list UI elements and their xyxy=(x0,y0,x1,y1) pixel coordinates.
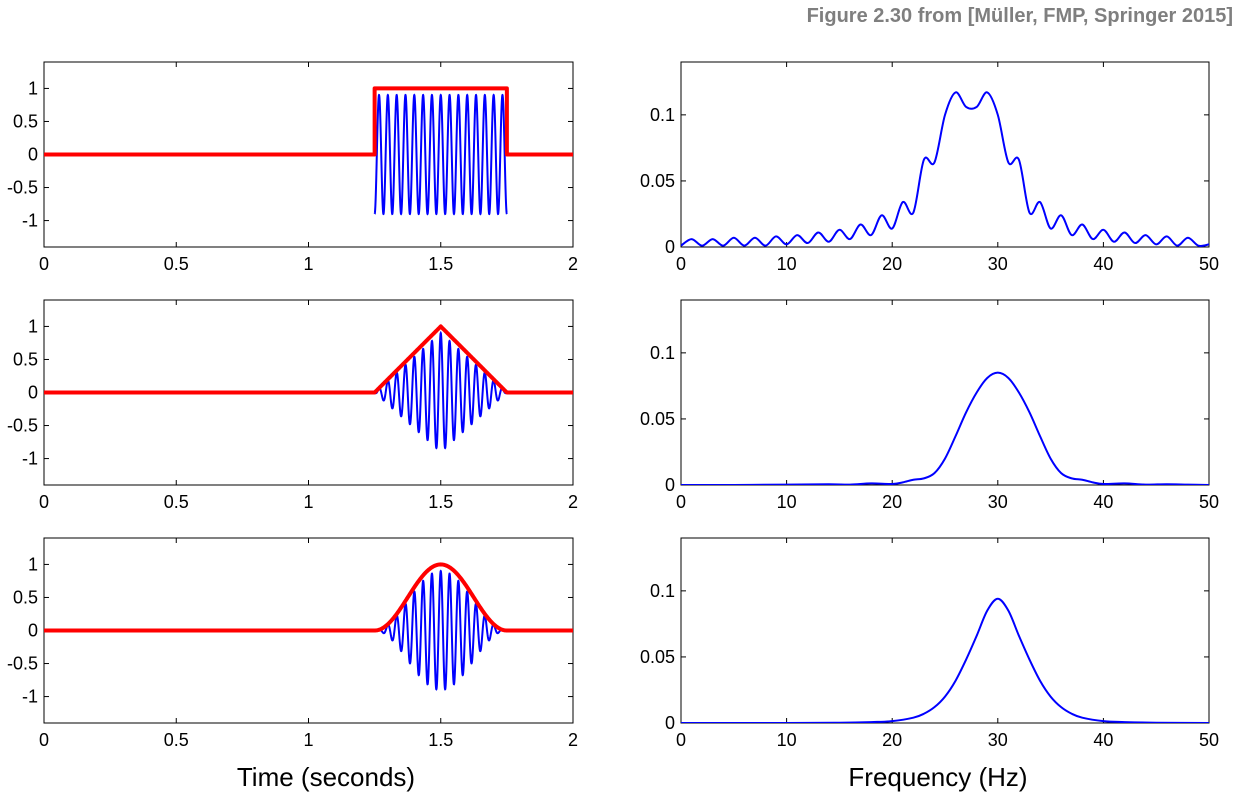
time-axis-xlabel: Time (seconds) xyxy=(237,762,415,792)
x-tick-label: 1.5 xyxy=(428,254,453,274)
x-tick-label: 0 xyxy=(39,730,49,750)
x-tick-label: 0.5 xyxy=(164,254,189,274)
y-tick-label: 0.05 xyxy=(640,171,675,191)
y-tick-label: -0.5 xyxy=(7,178,38,198)
axes-box xyxy=(680,299,1210,486)
y-tick-label: 0 xyxy=(28,145,38,165)
x-tick-label: 40 xyxy=(1093,492,1113,512)
y-tick-label: 0 xyxy=(28,621,38,641)
plot-area xyxy=(681,597,1209,723)
x-tick-label: 0 xyxy=(39,254,49,274)
x-tick-label: 50 xyxy=(1199,730,1219,750)
plot-area xyxy=(681,91,1209,247)
x-tick-label: 1 xyxy=(303,492,313,512)
y-tick-label: 0 xyxy=(665,475,675,495)
signal-line xyxy=(373,93,508,216)
signal-line xyxy=(373,330,508,450)
y-tick-label: 1 xyxy=(28,78,38,98)
x-tick-label: 30 xyxy=(988,254,1008,274)
chart-freq-tri: 0 10 20 30 40 50 0.1 0.05 0 xyxy=(640,299,1219,512)
x-tick-label: 50 xyxy=(1199,492,1219,512)
x-tick-label: 2 xyxy=(568,492,578,512)
plot-area xyxy=(44,562,573,691)
x-tick-label: 1.5 xyxy=(428,730,453,750)
y-tick-label: 0.5 xyxy=(13,349,38,369)
y-tick-label: 0 xyxy=(665,237,675,257)
window-line xyxy=(44,86,573,157)
y-tick-label: 0 xyxy=(665,713,675,733)
y-tick-label: -1 xyxy=(22,687,38,707)
x-tick-label: 1.5 xyxy=(428,492,453,512)
y-tick-label: -0.5 xyxy=(7,654,38,674)
x-tick-label: 10 xyxy=(777,730,797,750)
x-tick-label: 0 xyxy=(676,730,686,750)
x-tick-label: 2 xyxy=(568,254,578,274)
y-tick-label: 0.1 xyxy=(650,105,675,125)
y-tick-label: 0.1 xyxy=(650,581,675,601)
window-line xyxy=(44,324,573,395)
y-tick-label: 0.5 xyxy=(13,111,38,131)
chart-freq-rect: 0 10 20 30 40 50 0.1 0.05 0 xyxy=(640,61,1219,274)
x-tick-label: 20 xyxy=(882,730,902,750)
x-tick-label: 0 xyxy=(39,492,49,512)
x-tick-label: 0 xyxy=(676,254,686,274)
x-tick-label: 10 xyxy=(777,492,797,512)
x-tick-label: 0 xyxy=(676,492,686,512)
y-tick-label: 0.1 xyxy=(650,343,675,363)
x-tick-label: 50 xyxy=(1199,254,1219,274)
y-tick-label: 1 xyxy=(28,316,38,336)
x-tick-label: 40 xyxy=(1093,730,1113,750)
x-tick-label: 30 xyxy=(988,492,1008,512)
figure-caption: Figure 2.30 from [Müller, FMP, Springer … xyxy=(806,5,1233,27)
plot-area xyxy=(44,324,573,450)
y-tick-label: -1 xyxy=(22,211,38,231)
x-tick-label: 0.5 xyxy=(164,730,189,750)
spectrum-line xyxy=(681,91,1209,247)
plot-area xyxy=(44,86,573,216)
x-tick-label: 1 xyxy=(303,254,313,274)
plot-area xyxy=(681,371,1209,485)
axes-box xyxy=(680,61,1210,248)
x-tick-label: 0.5 xyxy=(164,492,189,512)
x-tick-label: 20 xyxy=(882,254,902,274)
x-tick-label: 20 xyxy=(882,492,902,512)
y-tick-label: -1 xyxy=(22,449,38,469)
x-tick-label: 1 xyxy=(303,730,313,750)
x-tick-label: 30 xyxy=(988,730,1008,750)
y-tick-label: 0.05 xyxy=(640,409,675,429)
x-tick-label: 10 xyxy=(777,254,797,274)
y-tick-label: 0.05 xyxy=(640,647,675,667)
spectrum-line xyxy=(681,597,1209,723)
y-tick-label: 1 xyxy=(28,554,38,574)
y-tick-label: 0 xyxy=(28,383,38,403)
x-tick-label: 40 xyxy=(1093,254,1113,274)
axes-box xyxy=(680,537,1210,724)
y-tick-label: -0.5 xyxy=(7,416,38,436)
window-line xyxy=(44,562,573,633)
signal-line xyxy=(374,569,507,691)
spectrum-line xyxy=(681,371,1209,485)
chart-time-hann: 0 0.5 1 1.5 2 1 0.5 0 -0.5 -1 xyxy=(7,537,578,750)
chart-time-tri: 0 0.5 1 1.5 2 1 0.5 0 -0.5 -1 xyxy=(7,299,578,512)
x-tick-label: 2 xyxy=(568,730,578,750)
chart-freq-hann: 0 10 20 30 40 50 0.1 0.05 0 xyxy=(640,537,1219,750)
freq-axis-xlabel: Frequency (Hz) xyxy=(848,762,1027,792)
y-tick-label: 0.5 xyxy=(13,587,38,607)
chart-time-rect: 0 0.5 1 1.5 2 1 0.5 0 -0.5 -1 xyxy=(7,61,578,274)
